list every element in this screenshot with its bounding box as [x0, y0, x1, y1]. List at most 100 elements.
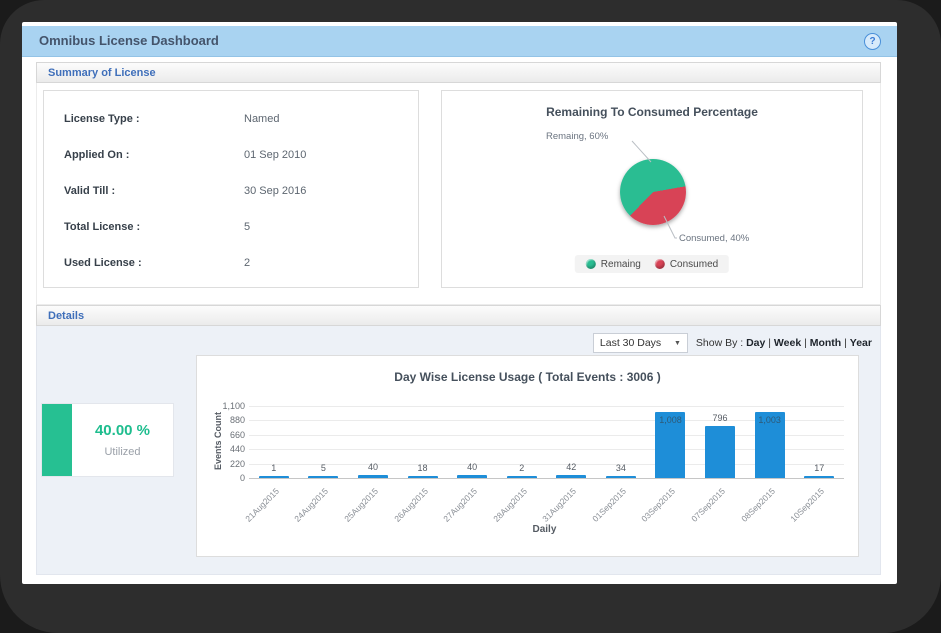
field-value: 5 — [244, 221, 251, 233]
x-axis-line — [249, 478, 844, 479]
show-by-label: Show By : — [695, 337, 744, 349]
bar-21Aug2015[interactable] — [258, 476, 289, 478]
license-field-row: License Type : Named — [44, 101, 418, 137]
legend-consumed-icon — [654, 259, 665, 269]
bar-value-label: 1 — [271, 463, 277, 473]
pie-chart-title: Remaining To Consumed Percentage — [546, 105, 758, 119]
pie-legend: Remaing Consumed — [574, 255, 730, 273]
y-tick-label: 1,100 — [222, 401, 245, 411]
bar-07Sep2015[interactable] — [705, 426, 736, 478]
x-tick-label: 07Sep2015 — [689, 486, 728, 524]
bar-chart-box: Day Wise License Usage ( Total Events : … — [196, 355, 859, 557]
legend-item-consumed: Consumed — [654, 258, 719, 270]
pie-chart-box: Remaining To Consumed Percentage Remaing… — [441, 90, 863, 288]
y-tick-label: 660 — [229, 429, 245, 440]
show-by-group: Show By : Day | Week | Month | Year — [696, 337, 872, 349]
license-info-box: License Type : Named Applied On : 01 Sep 20… — [43, 90, 419, 288]
dashboard-window: Omnibus License Dashboard ? Summary of L… — [22, 22, 897, 584]
bar-value-label: 34 — [615, 463, 626, 473]
bar-value-label: 40 — [467, 462, 478, 472]
legend-remaing-icon — [585, 259, 596, 269]
bar-value-label: 1,003 — [758, 415, 781, 425]
field-value: Named — [244, 113, 280, 125]
legend-label: Remaing — [600, 258, 641, 270]
bar-value-label: 796 — [712, 413, 728, 423]
x-tick-label: 28Aug2015 — [490, 486, 529, 524]
bar-chart-title: Day Wise License Usage ( Total Events : … — [394, 370, 661, 384]
x-tick-label: 03Sep2015 — [639, 486, 678, 524]
bar-28Aug2015[interactable] — [506, 476, 537, 478]
bar-value-label: 2 — [519, 463, 525, 473]
pie-annotation-consumed: Consumed, 40% — [679, 233, 750, 244]
bar-10Sep2015[interactable] — [804, 476, 835, 478]
utilization-widget: 40.00 % Utilized — [41, 403, 174, 477]
summary-panel-title: Summary of License — [48, 67, 156, 79]
time-range-select[interactable]: Last 30 Days ▼ — [592, 333, 688, 353]
bar-26Aug2015[interactable] — [407, 476, 438, 478]
summary-panel: Summary of License License Type : Named Ap… — [36, 62, 881, 305]
gridline — [249, 420, 844, 422]
field-value: 30 Sep 2016 — [244, 185, 307, 197]
x-tick-label: 21Aug2015 — [243, 486, 281, 524]
field-label: Used License : — [64, 257, 142, 269]
x-tick-label: 25Aug2015 — [342, 486, 381, 524]
bar-value-label: 1,008 — [659, 415, 682, 425]
gridline — [249, 463, 844, 465]
x-axis-title: Daily — [532, 524, 557, 535]
bar-24Aug2015[interactable] — [308, 476, 339, 478]
time-range-value: Last 30 Days — [599, 337, 662, 349]
show-by-year[interactable]: Year — [849, 337, 872, 349]
gridline — [249, 434, 844, 436]
field-value: 2 — [244, 257, 251, 269]
chart-controls: Last 30 Days ▼ Show By : Day | Week | Mo… — [592, 333, 872, 353]
bar-value-label: 42 — [566, 462, 577, 472]
titlebar: Omnibus License Dashboard ? — [22, 26, 897, 57]
y-tick-label: 440 — [229, 444, 245, 455]
show-by-week[interactable]: Week — [773, 337, 802, 349]
field-value: 01 Sep 2010 — [244, 149, 307, 161]
summary-panel-body: License Type : Named Applied On : 01 Sep 20… — [36, 83, 881, 305]
summary-panel-header: Summary of License — [36, 62, 881, 83]
bar-chart-plot: 0 220 440 660 880 1,100 Events Count 1 21Aug2015… — [197, 356, 858, 556]
details-panel-body: Last 30 Days ▼ Show By : Day | Week | Mo… — [36, 326, 881, 575]
x-tick-label: 08Sep2015 — [738, 486, 777, 524]
bar-01Sep2015[interactable] — [605, 476, 636, 478]
legend-label: Consumed — [669, 258, 719, 270]
bar-31Aug2015[interactable] — [556, 475, 587, 478]
bar-03Sep2015[interactable] — [655, 412, 686, 478]
license-field-row: Applied On : 01 Sep 2010 — [44, 137, 418, 173]
page-title: Omnibus License Dashboard — [39, 33, 219, 48]
details-panel-title: Details — [48, 310, 85, 322]
field-label: Total License : — [64, 221, 141, 233]
y-axis-title: Events Count — [213, 411, 224, 471]
license-field-row: Used License : 2 — [44, 245, 418, 281]
show-by-month[interactable]: Month — [809, 337, 842, 349]
y-tick-label: 880 — [229, 415, 245, 426]
pie-annotation-remaining: Remaing, 60% — [546, 131, 609, 142]
details-panel-header: Details — [36, 305, 881, 326]
details-panel: Details Last 30 Days ▼ Show By : Day | W… — [36, 305, 881, 575]
x-tick-label: 01Sep2015 — [590, 486, 628, 524]
y-tick-label: 0 — [239, 473, 245, 483]
gridline — [249, 449, 844, 451]
bar-value-label: 18 — [417, 463, 428, 473]
bar-value-label: 5 — [320, 463, 326, 473]
x-tick-label: 24Aug2015 — [292, 486, 331, 524]
gridline — [249, 406, 844, 407]
show-by-day[interactable]: Day — [746, 337, 766, 349]
show-by-options[interactable]: Day | Week | Month | Year — [746, 337, 872, 349]
bar-25Aug2015[interactable] — [357, 475, 388, 478]
bar-27Aug2015[interactable] — [457, 475, 488, 478]
x-tick-label: 26Aug2015 — [391, 486, 430, 524]
field-label: Applied On : — [64, 149, 130, 161]
utilization-label: Utilized — [104, 446, 141, 458]
field-label: Valid Till : — [64, 185, 116, 197]
bar-value-label: 17 — [814, 463, 825, 473]
bar-value-label: 40 — [367, 462, 378, 472]
help-icon[interactable]: ? — [864, 33, 881, 50]
x-tick-label: 27Aug2015 — [441, 486, 480, 524]
chevron-down-icon: ▼ — [673, 339, 681, 347]
y-tick-label: 220 — [229, 458, 245, 469]
bar-08Sep2015[interactable] — [754, 412, 785, 478]
field-label: License Type : — [64, 113, 140, 125]
